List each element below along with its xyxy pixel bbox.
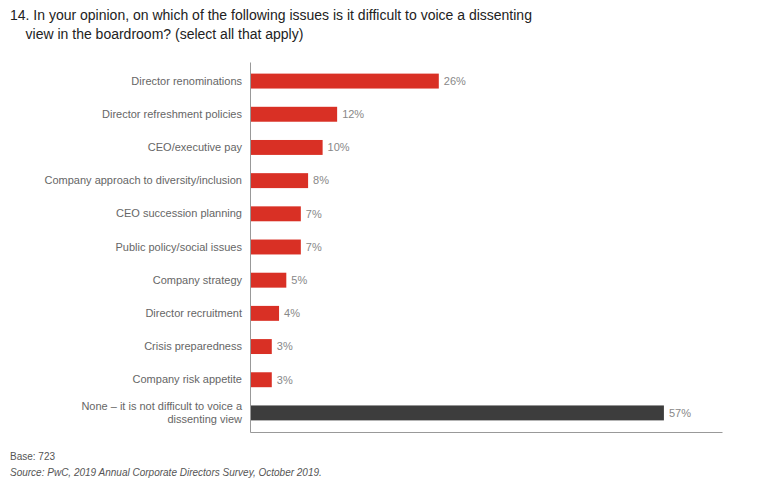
y-tick-label: Director recruitment: [145, 307, 242, 319]
bar: [250, 206, 301, 221]
y-tick: Company strategy: [153, 274, 250, 286]
bar: [250, 339, 272, 354]
data-label: 8%: [313, 174, 329, 186]
y-axis-line: [250, 63, 251, 433]
y-tick: Director refreshment policies: [102, 108, 250, 120]
data-label: 5%: [291, 274, 307, 286]
y-tick: Director renominations: [131, 75, 250, 87]
y-tick: Company risk appetite: [133, 373, 250, 385]
x-axis-line: [251, 432, 723, 433]
data-label: 3%: [277, 340, 293, 352]
bar: [250, 140, 323, 155]
data-label: 57%: [669, 407, 691, 419]
data-label: 10%: [328, 141, 350, 153]
data-label: 7%: [306, 208, 322, 220]
footnote: Base: 723: [10, 451, 55, 462]
bar: [250, 74, 439, 89]
bar: [250, 306, 279, 321]
chart-container: 14. In your opinion, on which of the fol…: [0, 0, 762, 488]
bar: [250, 372, 272, 387]
y-axis: Director renominations Director refreshme…: [45, 63, 251, 433]
y-tick: CEO/executive pay: [148, 141, 250, 153]
plot: 26% 12% 10% 8% 7% 7% 5% 4% 3% 3% 57% Director renom…: [45, 63, 723, 433]
chart: 14. In your opinion, on which of the fol…: [0, 0, 762, 488]
title: 14. In your opinion, on which of the fol…: [10, 7, 532, 42]
y-tick: Crisis preparedness: [144, 340, 250, 352]
data-label: 4%: [284, 307, 300, 319]
y-tick-label: Director refreshment policies: [102, 108, 242, 120]
y-tick-label: Company strategy: [153, 274, 243, 286]
y-tick: CEO succession planning: [116, 207, 250, 219]
y-tick-label: Public policy/social issues: [115, 241, 242, 253]
bars: [250, 74, 664, 421]
y-tick: Director recruitment: [145, 307, 250, 319]
bar: [250, 173, 308, 188]
data-label: 12%: [342, 108, 364, 120]
bar: [250, 107, 337, 122]
data-labels: 26% 12% 10% 8% 7% 7% 5% 4% 3% 3% 57%: [277, 75, 691, 419]
y-tick-label: Company risk appetite: [133, 373, 242, 385]
data-label: 3%: [277, 374, 293, 386]
y-tick-label: Crisis preparedness: [144, 340, 242, 352]
y-tick-label: CEO succession planning: [116, 207, 242, 219]
y-tick-label: Director renominations: [131, 75, 242, 87]
bar: [250, 405, 664, 420]
bar: [250, 240, 301, 255]
y-tick-label: CEO/executive pay: [148, 141, 243, 153]
bar: [250, 273, 286, 288]
y-tick: Public policy/social issues: [115, 241, 250, 253]
y-tick-label: Company approach to diversity/inclusion: [45, 174, 243, 186]
y-tick: Company approach to diversity/inclusion: [45, 174, 251, 186]
x-axis: [251, 432, 723, 433]
footnote: Source: PwC, 2019 Annual Corporate Direc…: [10, 467, 322, 478]
y-tick: None – it is not difficult to voice a di…: [81, 400, 250, 425]
data-label: 26%: [444, 75, 466, 87]
y-tick-label: None – it is not difficult to voice a di…: [81, 400, 242, 425]
data-label: 7%: [306, 241, 322, 253]
